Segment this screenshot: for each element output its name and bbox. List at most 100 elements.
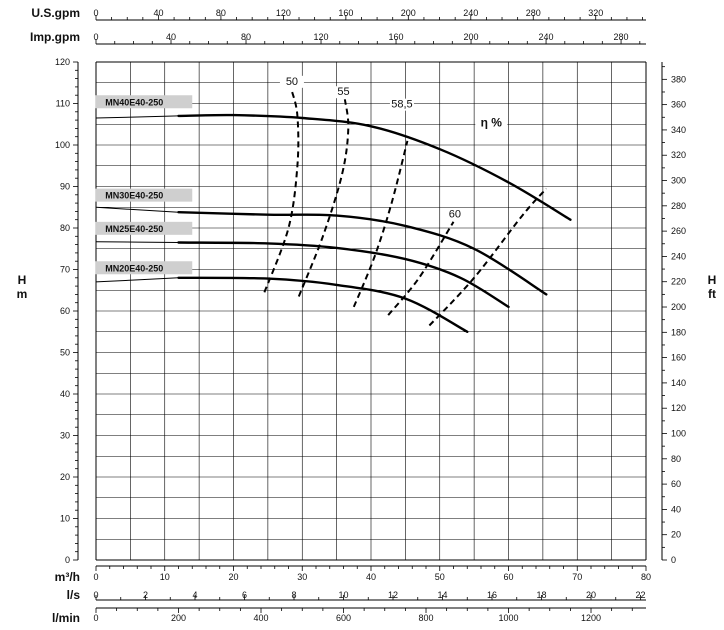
bottom-m3h-tick-label: 50 — [435, 572, 445, 582]
right-tick-label: 180 — [671, 327, 686, 337]
bottom-lmin-tick-label: 1000 — [498, 613, 518, 623]
efficiency-curve-3 — [387, 221, 455, 316]
eff-label-bg — [279, 75, 304, 88]
top-impgpm-tick-label: 240 — [539, 32, 554, 42]
bottom-m3h-tick-label: 40 — [366, 572, 376, 582]
left-tick-label: 20 — [60, 472, 70, 482]
right-axis-unit: ft — [708, 287, 716, 301]
bottom-lmin-tick-label: 1200 — [581, 613, 601, 623]
pump-curve-thin-3 — [95, 277, 179, 283]
pump-curve-3 — [177, 276, 469, 333]
pump-curve-0 — [177, 113, 572, 221]
top-impgpm-tick-label: 0 — [93, 32, 98, 42]
top-usgpm-axis-label: U.S.gpm — [31, 6, 80, 20]
bottom-lmin-axis-label: l/min — [52, 611, 80, 625]
series-tag-label: MN20E40-250 — [105, 263, 163, 273]
right-tick-label: 300 — [671, 176, 686, 186]
series-tag-label: MN40E40-250 — [105, 97, 163, 107]
top-usgpm-tick-label: 160 — [338, 8, 353, 18]
pump-curve-thin-1 — [95, 206, 179, 213]
left-tick-label: 100 — [55, 140, 70, 150]
top-impgpm-tick-label: 80 — [241, 32, 251, 42]
top-usgpm-tick-label: 80 — [216, 8, 226, 18]
right-tick-label: 340 — [671, 125, 686, 135]
bottom-ls-tick-label: 22 — [635, 590, 645, 600]
series-tag-box — [95, 261, 193, 275]
top-usgpm-tick-label: 0 — [93, 8, 98, 18]
left-tick-label: 60 — [60, 306, 70, 316]
bottom-m3h-tick-label: 70 — [572, 572, 582, 582]
top-usgpm-tick-label: 280 — [526, 8, 541, 18]
bottom-ls-tick-label: 8 — [291, 590, 296, 600]
right-tick-label: 0 — [671, 555, 676, 565]
bottom-m3h-tick-label: 0 — [93, 572, 98, 582]
bottom-ls-tick-label: 10 — [338, 590, 348, 600]
efficiency-curve-1 — [297, 99, 350, 297]
bottom-ls-tick-label: 20 — [586, 590, 596, 600]
efficiency-label: 50 — [286, 76, 298, 88]
left-tick-label: 80 — [60, 223, 70, 233]
top-usgpm-tick-label: 320 — [588, 8, 603, 18]
top-usgpm-tick-label: 200 — [401, 8, 416, 18]
bottom-m3h-tick-label: 60 — [503, 572, 513, 582]
right-tick-label: 120 — [671, 403, 686, 413]
bottom-ls-tick-label: 14 — [437, 590, 447, 600]
pump-curve-1 — [177, 211, 548, 296]
right-tick-label: 220 — [671, 277, 686, 287]
efficiency-curves — [263, 90, 548, 327]
left-axis-unit: m — [17, 287, 28, 301]
top-usgpm-tick-label: 120 — [276, 8, 291, 18]
right-tick-label: 280 — [671, 201, 686, 211]
series-tag-box — [95, 95, 193, 109]
bottom-ls-tick-label: 0 — [93, 590, 98, 600]
efficiency-label: 60 — [449, 209, 461, 221]
top-usgpm-tick-label: 40 — [153, 8, 163, 18]
left-tick-label: 0 — [65, 555, 70, 565]
bottom-m3h-tick-label: 80 — [641, 572, 651, 582]
pump-curve-thin-2 — [95, 241, 179, 243]
bottom-ls-axis-label: l/s — [67, 588, 81, 602]
right-tick-label: 260 — [671, 226, 686, 236]
pump-curve-2 — [177, 241, 510, 309]
right-tick-label: 160 — [671, 353, 686, 363]
eta-label-bg — [475, 115, 508, 130]
top-impgpm-axis-label: Imp.gpm — [30, 30, 80, 44]
bottom-m3h-axis-label: m³/h — [55, 570, 80, 584]
top-impgpm-tick-label: 160 — [389, 32, 404, 42]
bottom-lmin-tick-label: 200 — [171, 613, 186, 623]
chart-axes: 0102030405060708090100110120Hm0204060801… — [17, 6, 717, 625]
right-tick-label: 320 — [671, 150, 686, 160]
eta-label: η % — [481, 115, 503, 129]
chart-grid — [95, 61, 647, 561]
left-tick-label: 70 — [60, 265, 70, 275]
right-tick-label: 240 — [671, 251, 686, 261]
bottom-lmin-tick-label: 0 — [93, 613, 98, 623]
right-tick-label: 200 — [671, 302, 686, 312]
eff-label-bg — [442, 208, 467, 221]
efficiency-curve-2 — [352, 140, 409, 308]
top-impgpm-tick-label: 120 — [314, 32, 329, 42]
right-tick-label: 360 — [671, 100, 686, 110]
left-tick-label: 90 — [60, 182, 70, 192]
efficiency-curve-0 — [263, 90, 300, 293]
left-tick-label: 120 — [55, 57, 70, 67]
pump-curve-thin-0 — [95, 115, 179, 119]
left-axis-label: H — [18, 273, 27, 287]
bottom-ls-tick-label: 16 — [487, 590, 497, 600]
left-tick-label: 110 — [56, 99, 70, 109]
efficiency-label: 55 — [337, 86, 349, 98]
bottom-ls-tick-label: 2 — [143, 590, 148, 600]
efficiency-label: 58,5 — [391, 99, 412, 111]
bottom-lmin-tick-label: 800 — [418, 613, 433, 623]
bottom-m3h-tick-label: 20 — [228, 572, 238, 582]
bottom-ls-tick-label: 4 — [192, 590, 197, 600]
left-tick-label: 30 — [60, 431, 70, 441]
series-tag-box — [95, 221, 193, 235]
left-tick-label: 50 — [60, 348, 70, 358]
right-tick-label: 140 — [671, 378, 686, 388]
right-axis-label: H — [708, 273, 717, 287]
top-impgpm-tick-label: 200 — [464, 32, 479, 42]
top-impgpm-tick-label: 280 — [614, 32, 629, 42]
right-tick-label: 100 — [671, 429, 686, 439]
